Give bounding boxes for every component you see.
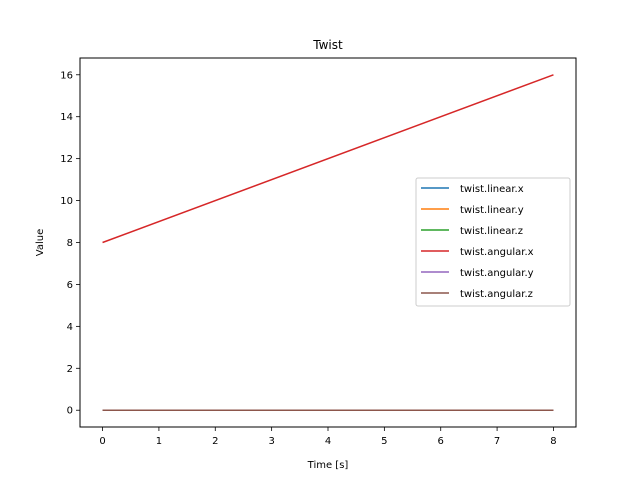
series-line-twist-angular-x [102,74,554,244]
x-tick-label: 1 [156,436,162,447]
legend-label: twist.angular.x [460,247,534,258]
y-tick-label: 12 [60,154,73,165]
series-layer [102,74,554,411]
legend-label: twist.linear.y [460,205,524,216]
x-tick-label: 7 [494,436,500,447]
y-axis: 0 2 4 6 8 10 12 14 16 [60,70,80,417]
legend-label: twist.angular.z [460,289,533,300]
y-tick-label: 6 [67,280,73,291]
y-tick-label: 14 [60,112,73,123]
x-tick-label: 0 [99,436,105,447]
x-tick-label: 4 [325,436,331,447]
x-tick-label: 5 [381,436,387,447]
y-tick-label: 4 [67,322,73,333]
y-tick-label: 16 [60,70,73,81]
legend-box [415,177,571,307]
x-axis-label: Time [s] [307,460,349,471]
legend: twist.linear.x twist.linear.y twist.linear… [415,177,571,307]
legend-label: twist.linear.z [460,226,523,237]
y-axis-label: Value [35,229,46,256]
legend-label: twist.linear.x [460,184,524,195]
y-tick-label: 8 [67,238,73,249]
legend-label: twist.angular.y [460,268,534,279]
x-tick-label: 6 [438,436,444,447]
y-tick-label: 0 [67,406,73,417]
x-tick-label: 3 [268,436,274,447]
chart-title: Twist [312,38,343,52]
y-tick-label: 10 [60,196,73,207]
x-tick-label: 2 [212,436,218,447]
y-tick-label: 2 [67,364,73,375]
x-tick-label: 8 [550,436,556,447]
x-axis: 0 1 2 3 4 5 6 7 8 [99,427,557,447]
